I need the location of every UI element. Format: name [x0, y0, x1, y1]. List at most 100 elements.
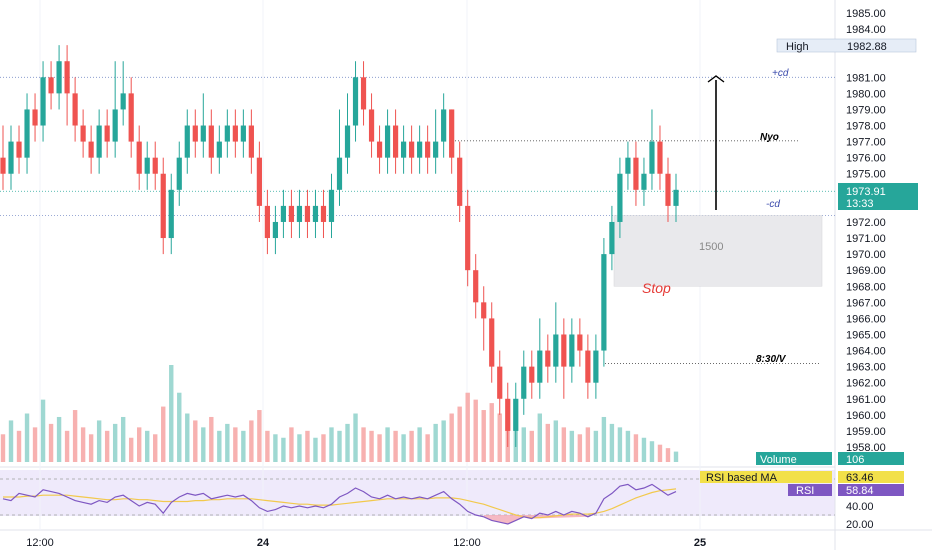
candle-body — [0, 157, 6, 174]
volume-bar — [281, 437, 286, 462]
volume-bar — [64, 430, 70, 462]
candle-body — [240, 125, 246, 142]
volume-bar — [385, 427, 390, 462]
rsi-axis: 40.00 20.00 — [846, 501, 874, 531]
candle-body — [88, 141, 94, 158]
volume-bar — [521, 427, 526, 462]
candle-body — [96, 125, 102, 158]
last-price-value: 1973.91 — [846, 186, 886, 198]
volume-bar — [128, 437, 134, 462]
volume-bar — [489, 403, 494, 462]
volume-bar — [321, 434, 326, 462]
candle-body — [24, 109, 30, 158]
candle-body — [537, 350, 543, 383]
candle-body — [473, 270, 479, 303]
candle-body — [112, 109, 118, 142]
candle-body — [513, 398, 519, 431]
volume-bar — [177, 392, 182, 462]
volume-bar — [201, 427, 206, 462]
candle-body — [360, 77, 367, 110]
high-value: 1982.88 — [847, 41, 887, 53]
rsi-line — [2, 483, 677, 525]
candle-body — [64, 61, 70, 94]
price-tick-label: 1961.00 — [846, 394, 886, 406]
candle-body — [32, 109, 38, 126]
volume-bar — [169, 365, 174, 462]
price-tick-label: 1962.00 — [846, 378, 886, 390]
volume-bar — [369, 430, 374, 462]
candle-body — [208, 125, 214, 158]
candle-body — [585, 350, 591, 383]
volume-bar — [72, 410, 78, 462]
time-tick-label: 12:00 — [26, 537, 54, 549]
price-tick-label: 1980.00 — [846, 88, 886, 100]
candle-body — [72, 93, 78, 126]
price-tick-label: 1959.00 — [846, 426, 886, 438]
volume-bar — [329, 427, 334, 462]
volume-bar — [593, 430, 599, 462]
candle-body — [617, 173, 623, 222]
volume-value-badge — [838, 452, 904, 465]
volume-bar — [145, 430, 150, 462]
volume-bar — [625, 430, 631, 462]
volume-bar — [80, 427, 86, 462]
volume-bar — [401, 434, 406, 462]
candlestick-series — [0, 45, 679, 447]
time-axis[interactable]: 12:00 24 12:00 25 — [26, 537, 706, 549]
candle-body — [248, 125, 254, 158]
candle-body — [384, 125, 391, 158]
price-tick-label: 1963.00 — [846, 362, 886, 374]
volume-bar — [497, 413, 502, 462]
candle-body — [160, 173, 166, 239]
rsi-ma-value: 63.46 — [846, 472, 874, 484]
candle-body — [344, 125, 351, 158]
volume-bar — [649, 441, 655, 462]
rsi-ma-badge — [700, 471, 832, 483]
volume-bar — [241, 430, 246, 462]
volume-bar — [553, 420, 559, 462]
candle-body — [144, 157, 150, 174]
volume-bar — [32, 427, 38, 462]
price-tick-label: 1978.00 — [846, 121, 886, 133]
candle-body — [433, 141, 439, 158]
candle-body — [256, 157, 262, 206]
candle-body — [336, 157, 343, 190]
volume-bar — [657, 444, 663, 462]
candle-body — [569, 334, 575, 367]
candle-body — [505, 398, 511, 431]
candle-body — [497, 366, 503, 399]
price-tick-label: 1985.00 — [846, 8, 886, 20]
candle-body — [136, 141, 142, 174]
rsi-ma-label: RSI based MA — [706, 472, 778, 484]
plus-cd-label: +cd — [772, 68, 789, 79]
candle-body — [224, 125, 230, 142]
rsi-oversold-fill — [483, 515, 588, 524]
volume-bar — [289, 427, 294, 462]
candle-body — [320, 205, 327, 222]
candle-body — [232, 125, 238, 142]
candle-body — [409, 141, 415, 158]
price-tick-label: 1977.00 — [846, 137, 886, 149]
position-box-value: 1500 — [699, 241, 723, 253]
volume-bar — [185, 413, 190, 462]
time-tick-label: 12:00 — [453, 537, 481, 549]
rsi-label: RSI — [796, 485, 814, 497]
target-arrowhead — [707, 75, 725, 83]
volume-bar — [0, 434, 6, 462]
volume-bar — [161, 406, 166, 462]
candle-body — [368, 109, 375, 142]
volume-bar — [393, 430, 398, 462]
candle-body — [184, 125, 190, 158]
candle-body — [665, 173, 671, 206]
candle-body — [673, 189, 679, 206]
position-box[interactable] — [613, 215, 823, 287]
price-axis[interactable]: 1985.001984.001983.001981.001980.001979.… — [846, 8, 886, 454]
candle-body — [272, 221, 279, 239]
time-tick-label: 24 — [257, 537, 270, 549]
volume-value: 106 — [846, 454, 864, 466]
price-tick-label: 1960.00 — [846, 410, 886, 422]
rsi-value: 58.84 — [846, 485, 874, 497]
volume-bar — [409, 430, 414, 462]
candle-body — [304, 205, 311, 222]
